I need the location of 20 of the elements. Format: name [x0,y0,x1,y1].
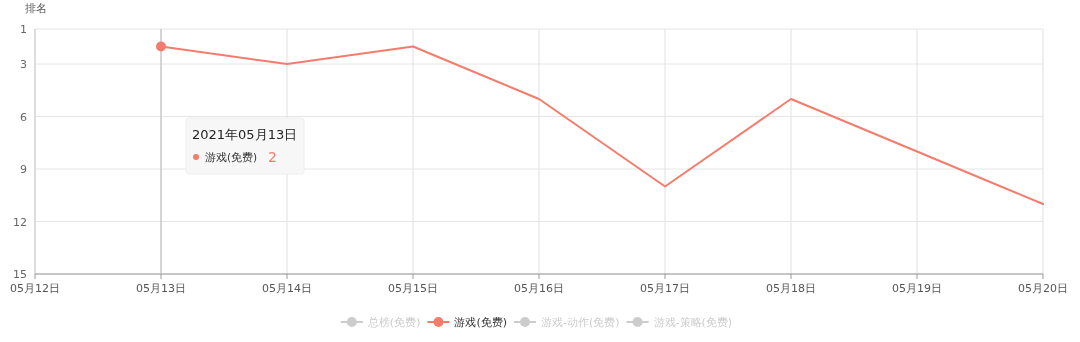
y-axis-title: 排名 [25,2,47,15]
y-tick-label: 9 [20,163,27,176]
y-tick-label: 3 [20,58,27,71]
x-tick-label: 05月15日 [388,282,438,295]
y-tick-label: 1 [20,23,27,36]
x-tick-label: 05月14日 [262,282,312,295]
legend-label: 游戏(免费) [205,151,258,163]
y-tick-label: 6 [20,110,27,124]
x-tick-label: 05月20日 [1018,282,1068,295]
y-tick-label: 15 [13,268,27,281]
x-tick-label: 05月19日 [892,282,942,295]
x-tick-label: 05月18日 [766,282,816,295]
x-tick-label: 05月17日 [640,282,690,295]
annotation: 2 [268,149,277,165]
annotation: 2021年05月13日 [192,127,298,142]
text: 游戏(免费) [454,316,508,329]
x-tick-label: 05月12日 [10,282,60,295]
y-tick-label: 12 [13,215,27,229]
x-tick-label: 05月16日 [514,282,564,295]
x-tick-label: 05月13日 [136,282,186,295]
